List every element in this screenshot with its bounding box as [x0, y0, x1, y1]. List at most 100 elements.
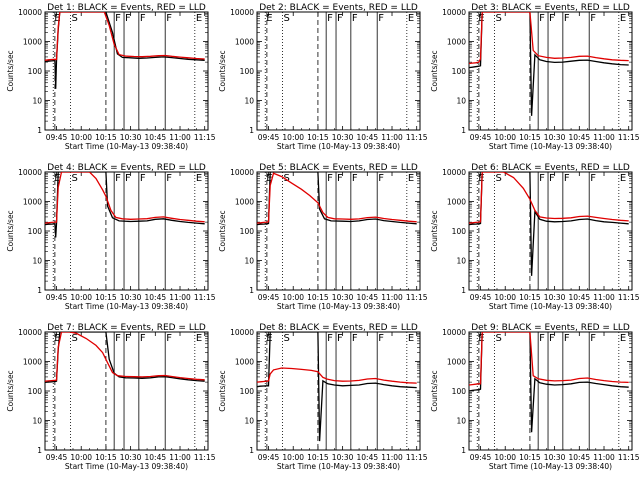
x-tick-label: 09:45 [46, 453, 68, 462]
x-tick-label: 10:30 [332, 293, 354, 302]
y-tick-label: 1000 [235, 198, 254, 207]
panel-det-8: Det 8: BLACK = Events, RED = LLD 1 10 100 10… [218, 323, 428, 471]
marker-letter: F [564, 173, 570, 184]
x-tick-label: 10:30 [120, 293, 142, 302]
marker-letter: S [72, 173, 78, 184]
marker-letter: E [620, 13, 626, 24]
x-tick-label: 10:45 [569, 453, 591, 462]
x-tick-label: 10:15 [307, 133, 329, 142]
x-tick-label: 10:45 [357, 453, 379, 462]
x-tick-label: 10:15 [519, 133, 541, 142]
panel-det-3: Det 3: BLACK = Events, RED = LLD 1 10 100 10… [430, 3, 640, 151]
y-tick-label: 1000 [447, 38, 466, 47]
y-tick-label: 10000 [442, 328, 466, 337]
marker-letter: F [378, 333, 384, 344]
panel-det-5: Det 5: BLACK = Events, RED = LLD 1 10 100 10… [218, 163, 428, 311]
marker-letter: F [564, 13, 570, 24]
x-tick-label: 11:15 [194, 133, 216, 142]
x-tick-label: 10:30 [544, 293, 566, 302]
panel-title: Det 9: BLACK = Events, RED = LLD [471, 323, 630, 333]
y-tick-label: 1 [37, 446, 42, 455]
marker-letter: S [72, 333, 78, 344]
x-tick-label: 10:30 [332, 133, 354, 142]
x-tick-label: 10:30 [544, 453, 566, 462]
series-events-line [45, 172, 205, 238]
y-tick-label: 100 [452, 227, 467, 236]
x-tick-label: 10:00 [494, 133, 516, 142]
x-tick-label: 10:15 [519, 453, 541, 462]
x-tick-label: 09:45 [258, 293, 280, 302]
x-tick-label: 11:00 [593, 453, 615, 462]
y-axis-label: Counts/sec [6, 50, 15, 91]
y-tick-label: 1000 [447, 358, 466, 367]
x-tick-label: 09:45 [258, 453, 280, 462]
series-events-line [469, 172, 629, 276]
series-events-line [469, 12, 629, 116]
x-tick-label: 11:15 [194, 453, 216, 462]
panel-title: Det 7: BLACK = Events, RED = LLD [47, 323, 206, 333]
x-tick-label: 09:45 [258, 133, 280, 142]
x-tick-label: 11:15 [618, 133, 640, 142]
y-tick-label: 10 [32, 417, 42, 426]
x-tick-label: 11:15 [406, 133, 428, 142]
y-axis-label: Counts/sec [430, 50, 439, 91]
y-tick-label: 10 [32, 97, 42, 106]
marker-letter: F [125, 173, 131, 184]
y-axis-label: Counts/sec [430, 370, 439, 411]
x-tick-label: 10:45 [145, 453, 167, 462]
x-tick-label: 10:30 [120, 133, 142, 142]
x-tick-label: 10:00 [70, 293, 92, 302]
y-tick-label: 1 [249, 286, 254, 295]
y-tick-label: 1 [461, 286, 466, 295]
x-tick-label: 09:45 [46, 133, 68, 142]
marker-letter: F [337, 173, 343, 184]
plot-frame [468, 171, 633, 291]
x-tick-label: 10:15 [307, 293, 329, 302]
y-axis-label: Counts/sec [6, 370, 15, 411]
x-tick-label: 11:00 [169, 133, 191, 142]
series-events-line [469, 332, 629, 433]
y-axis-label: Counts/sec [218, 50, 227, 91]
y-tick-label: 10 [244, 97, 254, 106]
series-lld-line [469, 332, 629, 386]
marker-letter: F [327, 13, 333, 24]
marker-letter: F [378, 173, 384, 184]
marker-letter: F [590, 173, 596, 184]
x-tick-label: 10:45 [145, 293, 167, 302]
series-lld-line [469, 172, 629, 224]
y-tick-label: 10000 [442, 8, 466, 17]
marker-letter: F [337, 13, 343, 24]
y-tick-label: 1000 [23, 358, 42, 367]
marker-letter: F [327, 333, 333, 344]
x-tick-label: 10:15 [519, 293, 541, 302]
x-axis-label: Start Time (10-May-13 09:38:40) [65, 302, 188, 311]
marker-letter: F [125, 333, 131, 344]
y-tick-label: 10000 [442, 168, 466, 177]
series-lld-line [469, 12, 629, 65]
marker-letter: S [496, 13, 502, 24]
marker-letter: F [539, 173, 545, 184]
x-tick-label: 10:00 [282, 133, 304, 142]
x-tick-label: 10:30 [120, 453, 142, 462]
marker-letter: S [284, 333, 290, 344]
marker-letter: E [408, 173, 414, 184]
x-tick-label: 10:15 [95, 453, 117, 462]
plot-frame [44, 171, 209, 291]
marker-letter: S [284, 173, 290, 184]
marker-letter: F [564, 333, 570, 344]
marker-letter: F [590, 333, 596, 344]
marker-letter: E [408, 13, 414, 24]
x-axis-label: Start Time (10-May-13 09:38:40) [489, 142, 612, 151]
marker-letter: F [115, 173, 121, 184]
x-tick-label: 10:15 [307, 453, 329, 462]
panel-det-4: Det 4: BLACK = Events, RED = LLD 1 10 100 10… [6, 163, 216, 311]
marker-letter: E [54, 333, 60, 344]
marker-letter: F [352, 333, 358, 344]
x-tick-label: 10:45 [569, 293, 591, 302]
x-tick-label: 10:00 [494, 453, 516, 462]
series-lld-line [45, 332, 205, 382]
series-lld-line [257, 367, 417, 384]
y-tick-label: 10 [456, 97, 466, 106]
marker-letter: F [549, 13, 555, 24]
x-tick-label: 11:00 [593, 133, 615, 142]
